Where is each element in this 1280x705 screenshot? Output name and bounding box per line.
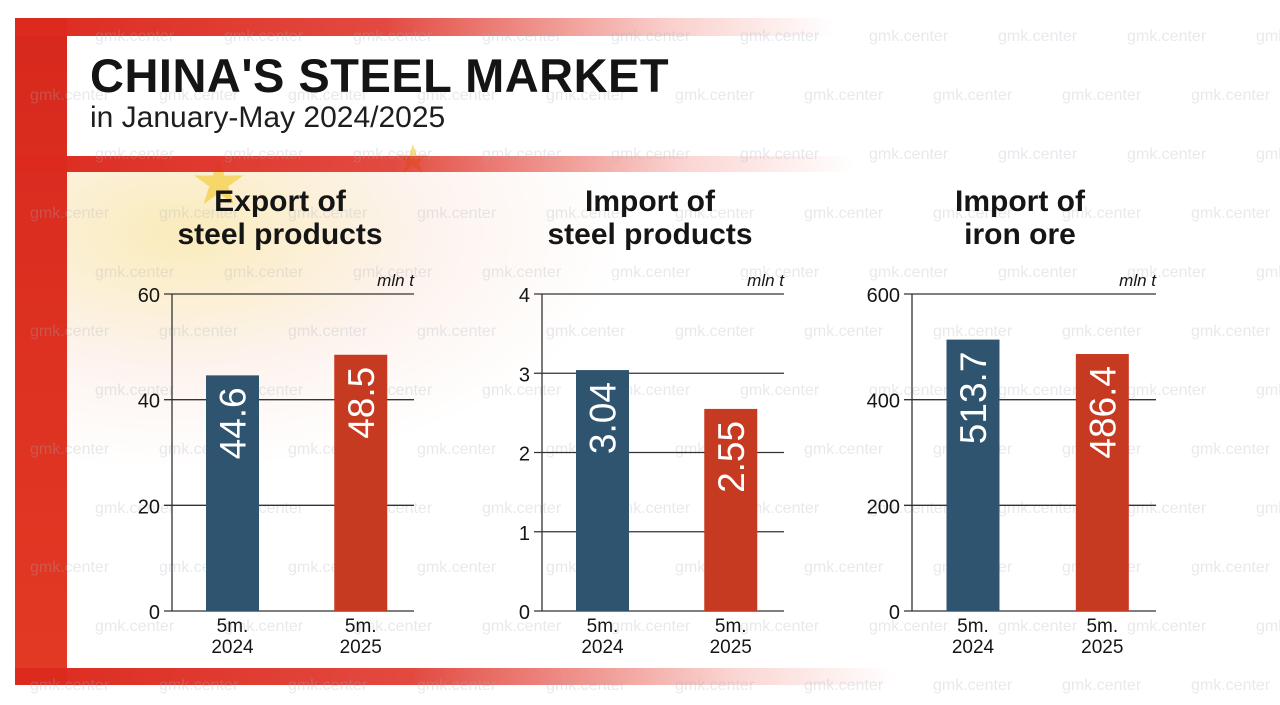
- chart-title-line: Import of: [955, 185, 1085, 218]
- y-tick-label: 0: [889, 602, 900, 624]
- chart-title-line: Import of: [585, 185, 715, 218]
- x-tick-label: 5m.: [587, 616, 619, 637]
- y-tick-label: 400: [867, 391, 900, 413]
- y-tick-label: 200: [867, 496, 900, 518]
- bar-value-label: 513.7: [953, 352, 994, 445]
- chart-title-line: steel products: [177, 218, 383, 251]
- y-tick-label: 0: [519, 602, 530, 624]
- y-tick-label: 3: [519, 364, 530, 386]
- bar-value-label: 3.04: [583, 382, 624, 454]
- x-tick-label: 5m.: [217, 616, 249, 637]
- y-tick-label: 4: [519, 285, 530, 307]
- page-title: CHINA'S STEEL MARKET: [90, 49, 670, 102]
- bar-value-label: 44.6: [213, 387, 254, 459]
- bar: [334, 354, 388, 611]
- y-tick-label: 20: [138, 496, 160, 518]
- x-tick-label: 2025: [710, 637, 752, 658]
- chart-title-export: Export of steel products: [120, 185, 440, 251]
- y-tick-label: 600: [867, 285, 900, 307]
- x-tick-label: 5m.: [1086, 616, 1118, 637]
- x-tick-label: 5m.: [957, 616, 989, 637]
- x-tick-label: 5m.: [715, 616, 747, 637]
- flag-stripe-middle: [15, 156, 855, 172]
- y-tick-label: 0: [149, 602, 160, 624]
- chart-title-line: Export of: [214, 185, 346, 218]
- flag-stripe-bottom: [15, 668, 895, 685]
- chart-title-line: steel products: [547, 218, 753, 251]
- unit-label: mln t: [377, 271, 415, 290]
- bar: [1075, 354, 1129, 611]
- chart-title-line: iron ore: [964, 218, 1076, 251]
- unit-label: mln t: [1119, 271, 1157, 290]
- y-tick-label: 2: [519, 444, 530, 466]
- x-tick-label: 2024: [952, 637, 995, 658]
- unit-label: mln t: [747, 271, 785, 290]
- x-tick-label: 2024: [581, 637, 624, 658]
- flag-stripe-left: [15, 18, 67, 685]
- x-tick-label: 5m.: [345, 616, 377, 637]
- bar: [576, 370, 629, 611]
- x-tick-label: 2025: [1081, 637, 1123, 658]
- bar: [704, 408, 758, 611]
- bar: [206, 375, 259, 611]
- bar-value-label: 48.5: [341, 367, 382, 439]
- x-tick-label: 2024: [211, 637, 254, 658]
- y-tick-label: 60: [138, 285, 160, 307]
- flag-stripe-top: [15, 18, 835, 36]
- y-tick-label: 1: [519, 523, 530, 545]
- chart-title-steel-import: Import of steel products: [490, 185, 810, 251]
- y-tick-label: 40: [138, 391, 160, 413]
- chart-title-ore-import: Import of iron ore: [860, 185, 1180, 251]
- page-subtitle: in January-May 2024/2025: [90, 101, 446, 134]
- bar: [946, 339, 1000, 611]
- bar-value-label: 2.55: [711, 421, 752, 493]
- bar-value-label: 486.4: [1082, 366, 1123, 459]
- x-tick-label: 2025: [340, 637, 382, 658]
